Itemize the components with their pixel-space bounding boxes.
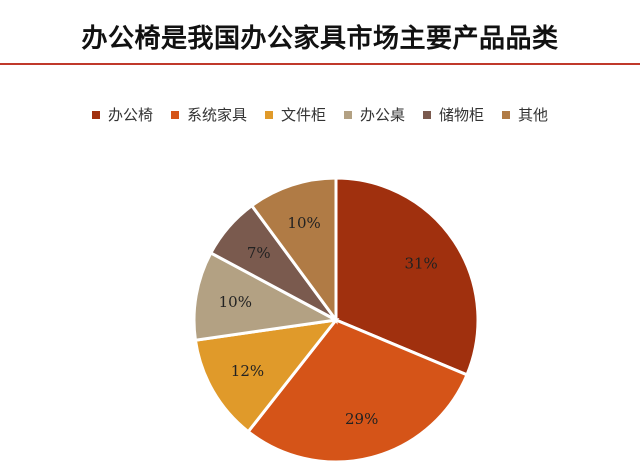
legend-item-file-cabinet: 文件柜 bbox=[264, 104, 326, 125]
pie-slices bbox=[192, 176, 480, 464]
title-underline bbox=[0, 63, 640, 65]
legend-label: 文件柜 bbox=[280, 106, 326, 124]
pie-slice-file-cabinet bbox=[193, 317, 340, 434]
legend-swatch bbox=[423, 110, 432, 119]
data-label-file-cabinet: 12% bbox=[231, 362, 264, 380]
data-label-storage-cabinet: 7% bbox=[247, 244, 271, 262]
legend-item-office-chair: 办公椅 bbox=[91, 104, 153, 125]
legend-item-storage-cabinet: 储物柜 bbox=[423, 104, 484, 125]
legend-swatch bbox=[502, 110, 511, 119]
pie-labels: 31% 29% 12% 10% 7% 10% bbox=[219, 214, 438, 428]
legend-item-system-furniture: 系统家具 bbox=[170, 104, 247, 125]
legend-swatch bbox=[264, 110, 273, 119]
legend-label: 储物柜 bbox=[439, 106, 485, 124]
legend-label: 办公桌 bbox=[360, 106, 406, 124]
legend-label: 系统家具 bbox=[186, 106, 247, 124]
pie-slice-office-chair bbox=[334, 176, 480, 377]
legend-item-other: 其他 bbox=[502, 104, 548, 125]
legend-swatch bbox=[91, 110, 100, 119]
data-label-system-furniture: 29% bbox=[345, 410, 378, 428]
legend-label: 办公椅 bbox=[107, 106, 153, 124]
data-label-other: 10% bbox=[287, 214, 320, 232]
legend-item-office-desk: 办公桌 bbox=[344, 104, 405, 125]
legend-swatch bbox=[170, 110, 179, 119]
pie-slice-other bbox=[249, 176, 338, 325]
pie-slice-office-desk bbox=[192, 250, 341, 342]
pie-slice-system-furniture bbox=[246, 318, 469, 464]
data-label-office-chair: 31% bbox=[404, 254, 437, 272]
chart-title: 办公椅是我国办公家具市场主要产品品类 bbox=[81, 24, 559, 54]
chart-legend: 办公椅 系统家具 文件柜 办公桌 储物柜 其他 bbox=[0, 104, 640, 125]
data-label-office-desk: 10% bbox=[219, 293, 252, 311]
legend-swatch bbox=[344, 110, 352, 119]
legend-label: 其他 bbox=[518, 106, 549, 124]
